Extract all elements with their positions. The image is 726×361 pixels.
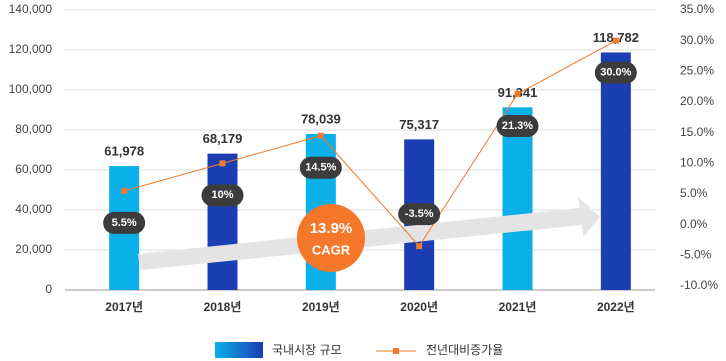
y2-tick-label: 5.0%	[680, 186, 708, 200]
trend-arrow	[138, 197, 600, 270]
line-value-label: 10%	[211, 189, 233, 201]
x-tick-label: 2017년	[105, 300, 143, 314]
legend-label: 전년대비증가율	[426, 343, 503, 357]
y2-tick-label: 15.0%	[680, 125, 714, 139]
line-marker	[514, 91, 521, 98]
line-value-label: -3.5%	[405, 208, 434, 220]
y2-tick-label: 35.0%	[680, 2, 714, 16]
callout-bubble	[398, 203, 441, 226]
y2-tick-label: 0.0%	[680, 217, 708, 231]
y2-tick-label: 25.0%	[680, 64, 714, 78]
bar-value-label: 68,179	[203, 131, 243, 146]
bar-value-label: 118,782	[593, 30, 639, 45]
y-tick-label: 140,000	[9, 2, 53, 16]
x-tick-label: 2021년	[499, 300, 537, 314]
line-marker	[219, 160, 226, 167]
y-tick-label: 60,000	[15, 162, 52, 176]
legend-label: 국내시장 규모	[272, 343, 342, 357]
bar	[207, 153, 238, 290]
callout-bubble	[201, 184, 244, 207]
cagr-value: 13.9%	[310, 220, 353, 237]
x-tick-label: 2020년	[400, 300, 438, 314]
line-value-label: 14.5%	[305, 162, 336, 174]
y-tick-label: 80,000	[15, 122, 52, 136]
y-tick-label: 100,000	[9, 82, 53, 96]
y-tick-label: 40,000	[15, 202, 52, 216]
callout-bubble	[594, 61, 637, 84]
y2-tick-label: -10.0%	[680, 278, 718, 292]
line	[124, 40, 617, 247]
line-value-label: 30.0%	[600, 67, 631, 79]
line-value-label: 5.5%	[112, 217, 137, 229]
legend-swatch	[215, 342, 263, 358]
x-tick-label: 2019년	[302, 300, 340, 314]
x-tick-label: 2018년	[204, 300, 242, 314]
bar-value-label: 75,317	[399, 117, 439, 132]
callout-bubble	[496, 115, 539, 138]
y2-tick-label: 10.0%	[680, 156, 714, 170]
bar	[502, 107, 533, 291]
y2-tick-label: -5.0%	[680, 248, 712, 262]
bar-value-label: 61,978	[104, 143, 144, 158]
line-value-label: 21.3%	[502, 120, 533, 132]
y-tick-label: 120,000	[9, 42, 53, 56]
line-marker	[317, 132, 324, 139]
line-marker	[121, 187, 128, 194]
bar-value-label: 78,039	[301, 111, 341, 126]
x-tick-label: 2022년	[597, 300, 635, 314]
bar	[600, 52, 631, 290]
y-tick-label: 0	[45, 282, 52, 296]
y-tick-label: 20,000	[15, 242, 52, 256]
line-marker	[612, 37, 619, 44]
cagr-circle	[297, 204, 365, 272]
legend-marker	[393, 348, 399, 354]
callout-bubble	[103, 211, 146, 234]
y2-tick-label: 20.0%	[680, 94, 714, 108]
line-marker	[416, 243, 423, 250]
cagr-label: CAGR	[312, 242, 351, 257]
callout-bubble	[299, 156, 342, 179]
y2-tick-label: 30.0%	[680, 33, 714, 47]
